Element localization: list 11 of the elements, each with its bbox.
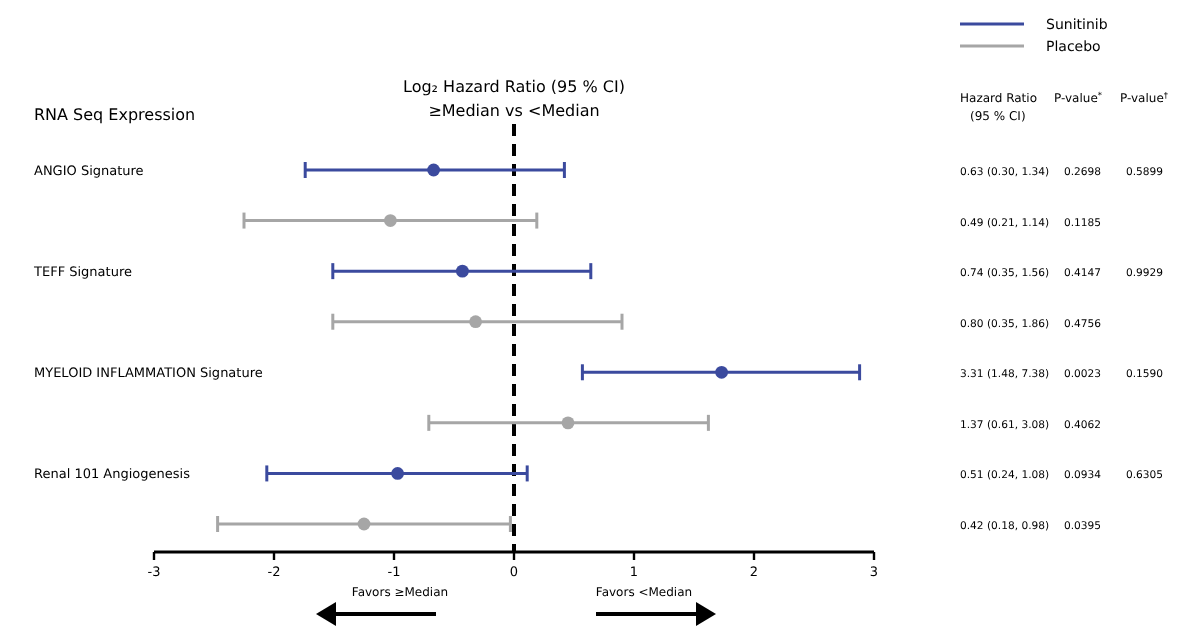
- point: [357, 517, 371, 531]
- point: [427, 163, 440, 177]
- point: [456, 264, 469, 278]
- y-axis-title: RNA Seq Expression: [34, 106, 196, 124]
- chart-title: Log₂ Hazard Ratio (95 % CI): [403, 78, 625, 96]
- chart-subtitle: ≥Median vs <Median: [428, 102, 600, 120]
- point: [469, 315, 482, 329]
- point: [384, 214, 397, 227]
- point: [391, 467, 404, 480]
- point: [561, 416, 575, 430]
- point: [715, 365, 728, 379]
